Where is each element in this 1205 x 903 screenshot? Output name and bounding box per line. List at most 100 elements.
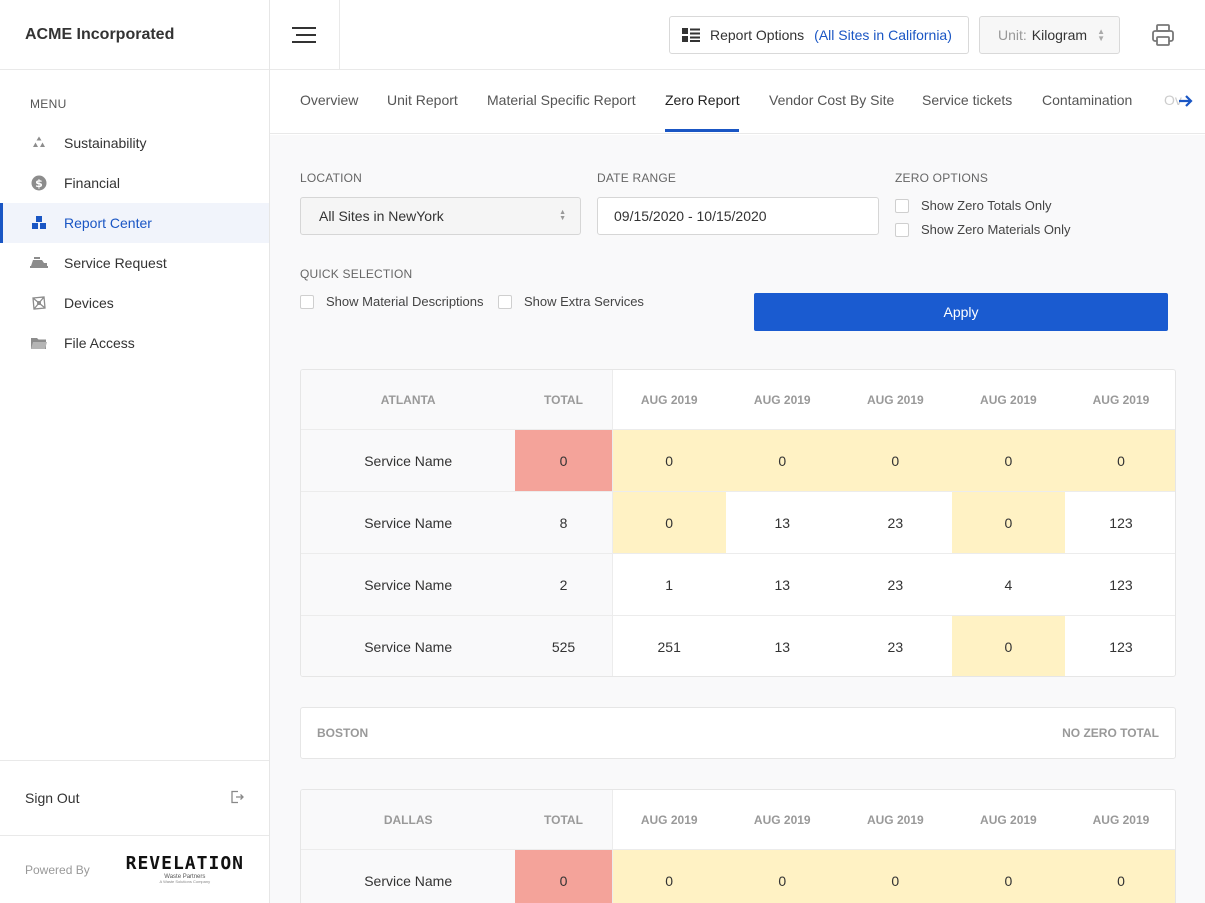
- site-name: BOSTON: [317, 726, 369, 740]
- checkbox-box: [895, 198, 909, 213]
- sidebar-item-devices[interactable]: Devices: [0, 283, 269, 323]
- show-zero-totals-checkbox[interactable]: Show Zero Totals Only: [895, 198, 1052, 213]
- total-cell: 0: [515, 850, 613, 903]
- month-header: AUG 2019: [1092, 392, 1150, 407]
- site-name-header: ATLANTA: [301, 370, 516, 429]
- folder-icon: [30, 334, 48, 352]
- total-header: TOTAL: [515, 370, 613, 429]
- sidebar-item-report-center[interactable]: Report Center: [0, 203, 269, 243]
- value-cell: 0: [1064, 850, 1175, 903]
- recycle-icon: [30, 134, 48, 152]
- main-content: LOCATION All Sites in NewYork ▲ ▼ DATE RA…: [270, 135, 1205, 903]
- table-row: Service Name 0 0 0 0 0 0: [301, 429, 1175, 491]
- show-zero-materials-checkbox[interactable]: Show Zero Materials Only: [895, 222, 1071, 237]
- menu-toggle-button[interactable]: [270, 0, 340, 70]
- value-cell: 0: [612, 492, 726, 553]
- unit-label: Unit:: [998, 27, 1027, 43]
- report-options-button[interactable]: Report Options (All Sites in California): [669, 16, 969, 54]
- value-cell: 23: [887, 638, 904, 655]
- select-arrows-icon: ▲ ▼: [1097, 27, 1105, 43]
- arrow-right-icon: [1179, 95, 1193, 107]
- value-cell: 0: [612, 850, 726, 903]
- value-cell: 23: [887, 514, 904, 531]
- top-bar: Report Options (All Sites in California)…: [270, 0, 1205, 70]
- show-material-descriptions-checkbox[interactable]: Show Material Descriptions: [300, 294, 484, 309]
- location-select[interactable]: All Sites in NewYork ▲ ▼: [300, 197, 581, 235]
- tab-overflow: Ov: [1164, 92, 1182, 108]
- total-cell: 2: [515, 554, 613, 615]
- svg-text:$: $: [35, 177, 43, 190]
- checkbox-label: Show Zero Totals Only: [921, 198, 1052, 213]
- menu-label: MENU: [30, 97, 67, 111]
- date-range-value: 09/15/2020 - 10/15/2020: [614, 208, 767, 224]
- tab-unit-report[interactable]: Unit Report: [387, 92, 458, 108]
- revelation-logo: REVELATION Waste Partners A Waste Soluti…: [125, 853, 244, 884]
- table-row: Service Name 2 1 13 23 4 123: [301, 553, 1175, 615]
- sidebar: ACME Incorporated MENU Sustainability $ …: [0, 0, 270, 903]
- apply-button[interactable]: Apply: [754, 293, 1168, 331]
- tab-overview[interactable]: Overview: [300, 92, 359, 108]
- value-cell: 13: [774, 638, 791, 655]
- network-icon: [30, 294, 48, 312]
- report-options-value: (All Sites in California): [814, 27, 952, 43]
- value-cell: 251: [657, 638, 681, 655]
- total-cell: 525: [515, 616, 613, 676]
- value-cell: 23: [887, 576, 904, 593]
- atlanta-table: ATLANTA TOTAL AUG 2019 AUG 2019 AUG 2019…: [300, 369, 1176, 677]
- date-range-label: DATE RANGE: [597, 171, 677, 185]
- tabs-scroll-right-button[interactable]: [1176, 91, 1196, 111]
- checkbox-box: [498, 294, 512, 309]
- total-cell: 8: [515, 492, 613, 553]
- list-icon: [682, 28, 700, 42]
- date-range-input[interactable]: 09/15/2020 - 10/15/2020: [597, 197, 879, 235]
- value-cell: 0: [951, 616, 1065, 676]
- value-cell: 0: [951, 430, 1065, 491]
- tab-contamination[interactable]: Contamination: [1042, 92, 1133, 108]
- sidebar-item-service-request[interactable]: Service Request: [0, 243, 269, 283]
- value-cell: 123: [1109, 638, 1133, 655]
- tab-material-specific-report[interactable]: Material Specific Report: [487, 92, 636, 108]
- tab-zero-report[interactable]: Zero Report: [665, 92, 740, 108]
- quick-selection-label: QUICK SELECTION: [300, 267, 413, 281]
- tab-vendor-cost-by-site[interactable]: Vendor Cost By Site: [769, 92, 895, 108]
- location-value: All Sites in NewYork: [319, 208, 444, 224]
- month-header: AUG 2019: [640, 392, 698, 407]
- value-cell: 0: [725, 430, 839, 491]
- status-badge: NO ZERO TOTAL: [1062, 726, 1159, 740]
- location-label: LOCATION: [300, 171, 363, 185]
- active-tab-indicator: [665, 129, 739, 132]
- sidebar-item-financial[interactable]: $ Financial: [0, 163, 269, 203]
- unit-select[interactable]: Unit: Kilogram ▲ ▼: [979, 16, 1120, 54]
- service-name-cell: Service Name: [301, 430, 516, 491]
- tab-service-tickets[interactable]: Service tickets: [922, 92, 1013, 108]
- sidebar-item-label: Sustainability: [64, 135, 147, 151]
- sidebar-item-sustainability[interactable]: Sustainability: [0, 123, 269, 163]
- show-extra-services-checkbox[interactable]: Show Extra Services: [498, 294, 644, 309]
- checkbox-box: [895, 222, 909, 237]
- value-cell: 4: [1004, 576, 1013, 593]
- value-cell: 1: [665, 576, 674, 593]
- total-header: TOTAL: [515, 790, 613, 849]
- value-cell: 13: [774, 514, 791, 531]
- sidebar-item-file-access[interactable]: File Access: [0, 323, 269, 363]
- month-header: AUG 2019: [1092, 812, 1150, 827]
- value-cell: 123: [1109, 576, 1133, 593]
- month-header: AUG 2019: [640, 812, 698, 827]
- value-cell: 0: [951, 850, 1065, 903]
- checkbox-box: [300, 294, 314, 309]
- value-cell: 0: [951, 492, 1065, 553]
- unit-value: Kilogram: [1031, 27, 1088, 43]
- powered-by: Powered By REVELATION Waste Partners A W…: [0, 836, 269, 903]
- site-name-header: DALLAS: [301, 790, 516, 849]
- report-options-label: Report Options: [710, 27, 805, 43]
- sign-out-icon: [230, 790, 244, 807]
- print-button[interactable]: [1150, 22, 1176, 48]
- month-header: AUG 2019: [753, 392, 811, 407]
- dollar-icon: $: [30, 174, 48, 192]
- month-header: AUG 2019: [753, 812, 811, 827]
- sign-out-label: Sign Out: [25, 790, 80, 806]
- table-row: Service Name 0 0 0 0 0 0: [301, 849, 1175, 903]
- service-name-cell: Service Name: [301, 554, 516, 615]
- checkbox-label: Show Material Descriptions: [326, 294, 484, 309]
- sign-out-button[interactable]: Sign Out: [0, 760, 269, 836]
